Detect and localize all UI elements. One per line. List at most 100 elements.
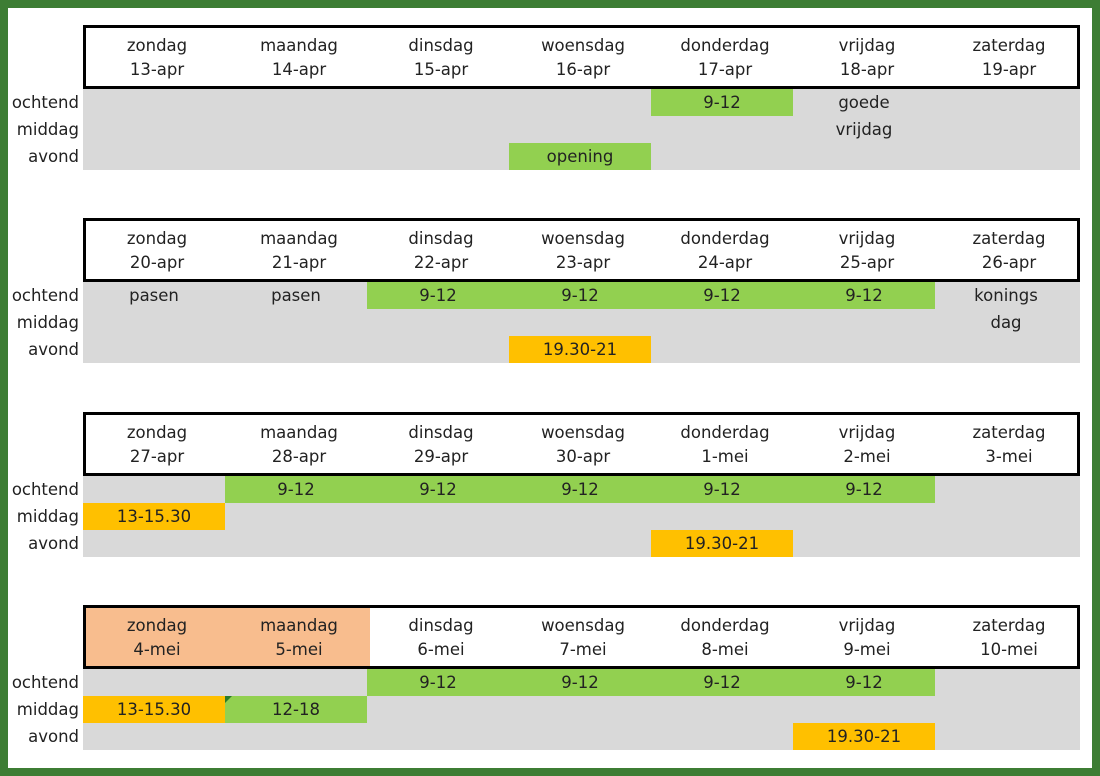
- day-name: dinsdag: [408, 423, 474, 442]
- day-name: zondag: [126, 36, 188, 55]
- week-header: zondag 13-apr maandag 14-apr dinsdag 15-apr wo…: [83, 25, 1080, 89]
- day-date: 2-mei: [843, 447, 891, 466]
- day-name: zondag: [126, 423, 188, 442]
- week-block: zondag 4-mei maandag 5-mei dinsdag 6-mei woens…: [0, 605, 1100, 750]
- day-header: vrijdag 25-apr: [796, 221, 938, 279]
- week-grid: 9-12 9-12 9-12 9-12 9-12 13-15.30 19.30-21: [83, 476, 1080, 557]
- day-name: donderdag: [680, 423, 770, 442]
- day-name: zondag: [126, 616, 188, 635]
- week-header: zondag 20-apr maandag 21-apr dinsdag 22-apr wo…: [83, 218, 1080, 282]
- week-header: zondag 27-apr maandag 28-apr dinsdag 29-apr wo…: [83, 412, 1080, 476]
- holiday-note: dag: [990, 313, 1022, 332]
- day-header: dinsdag 29-apr: [370, 415, 512, 473]
- day-header: vrijdag 18-apr: [796, 28, 938, 86]
- day-name: vrijdag: [838, 616, 896, 635]
- day-name: donderdag: [680, 616, 770, 635]
- day-header: donderdag 24-apr: [654, 221, 796, 279]
- day-header: donderdag 8-mei: [654, 608, 796, 666]
- day-date: 30-apr: [555, 447, 611, 466]
- time-slot: 9-12: [651, 669, 793, 696]
- time-slot: 13-15.30: [83, 696, 225, 723]
- day-date: 29-apr: [413, 447, 469, 466]
- time-slot: 9-12: [793, 669, 935, 696]
- day-date: 6-mei: [417, 640, 465, 659]
- day-name: vrijdag: [838, 229, 896, 248]
- holiday-note: vrijdag: [835, 120, 893, 139]
- time-slot: 19.30-21: [509, 336, 651, 363]
- week-block: zondag 27-apr maandag 28-apr dinsdag 29-apr wo…: [0, 412, 1100, 557]
- day-header: zondag 27-apr: [86, 415, 228, 473]
- day-date: 21-apr: [271, 253, 327, 272]
- holiday-note: goede: [838, 93, 890, 112]
- day-header: woensdag 7-mei: [512, 608, 654, 666]
- day-header: zondag 13-apr: [86, 28, 228, 86]
- day-date: 3-mei: [985, 447, 1033, 466]
- day-header: zaterdag 3-mei: [938, 415, 1080, 473]
- row-label: ochtend: [11, 673, 79, 692]
- day-date: 19-apr: [981, 60, 1037, 79]
- day-date: 14-apr: [271, 60, 327, 79]
- day-name: woensdag: [541, 36, 625, 55]
- day-header: zaterdag 10-mei: [938, 608, 1080, 666]
- day-date: 1-mei: [701, 447, 749, 466]
- holiday-note: pasen: [129, 286, 179, 305]
- row-label: avond: [28, 147, 79, 166]
- day-header: maandag 21-apr: [228, 221, 370, 279]
- time-slot: 9-12: [367, 282, 509, 309]
- day-date: 9-mei: [843, 640, 891, 659]
- day-date: 16-apr: [555, 60, 611, 79]
- day-header: dinsdag 22-apr: [370, 221, 512, 279]
- time-slot: 9-12: [367, 476, 509, 503]
- day-header: woensdag 23-apr: [512, 221, 654, 279]
- time-slot: 9-12: [651, 89, 793, 116]
- day-name: zaterdag: [972, 616, 1046, 635]
- day-date: 28-apr: [271, 447, 327, 466]
- row-label: ochtend: [11, 93, 79, 112]
- holiday-note: pasen: [271, 286, 321, 305]
- day-date: 4-mei: [133, 640, 181, 659]
- day-date: 5-mei: [275, 640, 323, 659]
- day-date: 10-mei: [980, 640, 1038, 659]
- day-header: vrijdag 2-mei: [796, 415, 938, 473]
- day-name: donderdag: [680, 36, 770, 55]
- day-name: zondag: [126, 229, 188, 248]
- time-slot: 12-18: [225, 696, 367, 723]
- day-name: maandag: [260, 423, 338, 442]
- day-header: dinsdag 15-apr: [370, 28, 512, 86]
- row-label: avond: [28, 727, 79, 746]
- day-date: 26-apr: [981, 253, 1037, 272]
- week-grid: 9-12 goede vrijdag opening: [83, 89, 1080, 170]
- day-date: 20-apr: [129, 253, 185, 272]
- day-header: zaterdag 26-apr: [938, 221, 1080, 279]
- row-label: avond: [28, 340, 79, 359]
- time-slot: 19.30-21: [793, 723, 935, 750]
- day-header: vrijdag 9-mei: [796, 608, 938, 666]
- day-header: donderdag 17-apr: [654, 28, 796, 86]
- day-name: zaterdag: [972, 229, 1046, 248]
- holiday-note: konings: [974, 286, 1038, 305]
- time-slot: 9-12: [793, 476, 935, 503]
- day-name: woensdag: [541, 423, 625, 442]
- day-header: maandag 5-mei: [228, 608, 370, 666]
- day-name: maandag: [260, 616, 338, 635]
- day-name: dinsdag: [408, 229, 474, 248]
- time-slot: 9-12: [793, 282, 935, 309]
- day-header: woensdag 16-apr: [512, 28, 654, 86]
- row-label: middag: [16, 313, 79, 332]
- time-slot: 9-12: [651, 282, 793, 309]
- time-slot: 9-12: [509, 476, 651, 503]
- day-header: zondag 4-mei: [86, 608, 228, 666]
- time-slot: 19.30-21: [651, 530, 793, 557]
- day-header: zondag 20-apr: [86, 221, 228, 279]
- day-name: zaterdag: [972, 423, 1046, 442]
- day-name: woensdag: [541, 616, 625, 635]
- time-slot: 9-12: [651, 476, 793, 503]
- day-date: 23-apr: [555, 253, 611, 272]
- day-header: dinsdag 6-mei: [370, 608, 512, 666]
- day-name: dinsdag: [408, 616, 474, 635]
- day-name: zaterdag: [972, 36, 1046, 55]
- day-header: zaterdag 19-apr: [938, 28, 1080, 86]
- row-label: middag: [16, 700, 79, 719]
- week-grid: 9-12 9-12 9-12 9-12 13-15.30 12-18 19.30-21: [83, 669, 1080, 750]
- day-header: maandag 28-apr: [228, 415, 370, 473]
